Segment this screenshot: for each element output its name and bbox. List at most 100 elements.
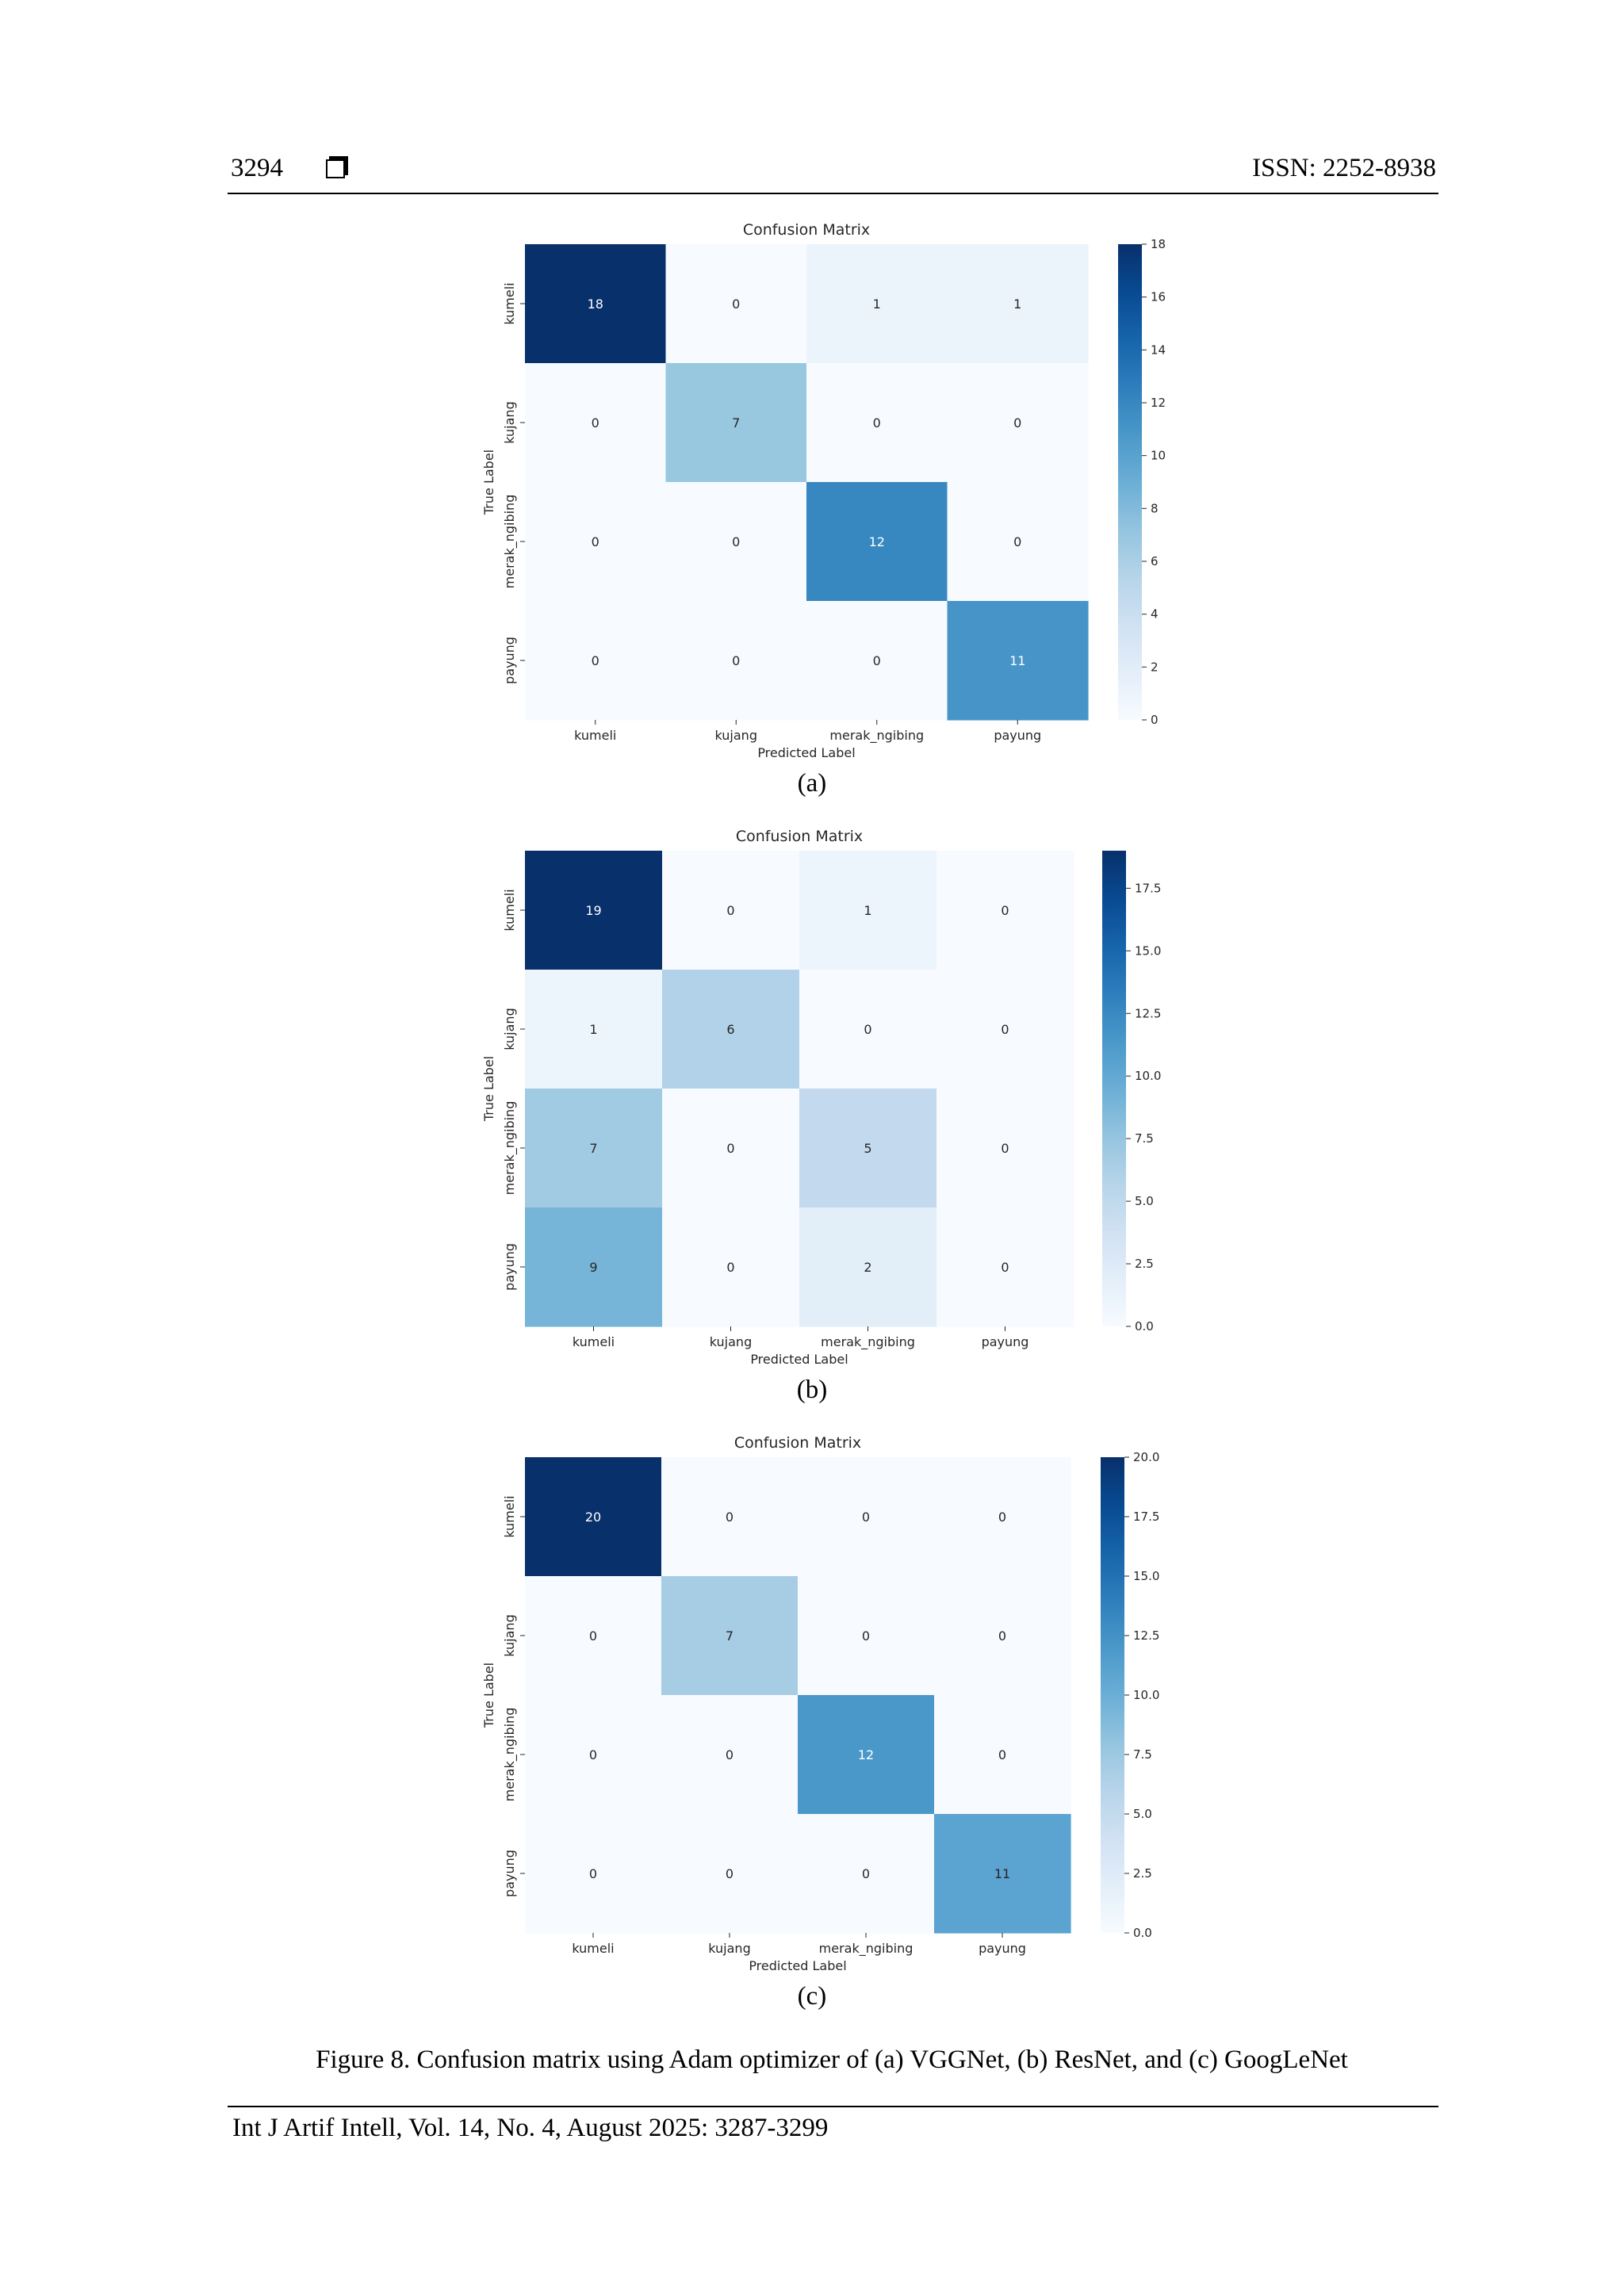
- header-rule: [228, 193, 1438, 194]
- cell-value-label: 0: [873, 653, 881, 668]
- heatmap-cell: [661, 1457, 799, 1577]
- y-tick-label: kujang: [502, 1614, 517, 1656]
- colorbar-tick-label: 2: [1151, 660, 1159, 674]
- heatmap-cell: [806, 244, 948, 364]
- y-tick-label: kujang: [502, 401, 517, 443]
- cell-value-label: 0: [1001, 1022, 1009, 1037]
- x-tick-label: kujang: [710, 1334, 752, 1349]
- chart-title: Confusion Matrix: [734, 1434, 861, 1452]
- heatmap-cell: [662, 851, 800, 970]
- cell-value-label: 0: [726, 1866, 733, 1881]
- cell-value-label: 0: [726, 1510, 733, 1525]
- colorbar: [1101, 1457, 1124, 1933]
- x-tick-label: payung: [994, 728, 1041, 743]
- cell-value-label: 18: [588, 297, 603, 312]
- colorbar-tick-label: 14: [1151, 342, 1166, 357]
- heatmap-cell: [525, 601, 667, 721]
- cell-value-label: 12: [869, 534, 885, 549]
- x-tick-label: payung: [982, 1334, 1029, 1349]
- heatmap-cell: [934, 1695, 1071, 1815]
- x-tick-label: kumeli: [574, 728, 616, 743]
- colorbar-tick-label: 18: [1151, 237, 1166, 251]
- cell-value-label: 1: [864, 903, 871, 918]
- heatmap-cell: [665, 244, 807, 364]
- cell-value-label: 0: [726, 903, 734, 918]
- heatmap-cell: [662, 970, 800, 1089]
- cell-value-label: 0: [592, 534, 599, 549]
- y-axis-label: True Label: [481, 450, 496, 515]
- y-tick-label: kumeli: [502, 282, 517, 324]
- colorbar: [1102, 851, 1126, 1326]
- heatmap-cell: [936, 851, 1074, 970]
- heatmap-cell: [525, 970, 663, 1089]
- colorbar-tick-label: 12.5: [1135, 1006, 1161, 1020]
- x-tick-label: kumeli: [572, 1941, 614, 1956]
- colorbar-tick-label: 8: [1151, 501, 1159, 515]
- colorbar-tick-label: 0.0: [1135, 1319, 1154, 1334]
- y-tick-label: kumeli: [502, 1495, 517, 1537]
- heatmap-cell: [799, 851, 937, 970]
- cell-value-label: 1: [1013, 297, 1021, 312]
- subfigure-label-b: (b): [796, 1376, 828, 1404]
- cell-value-label: 0: [862, 1628, 870, 1644]
- cell-value-label: 7: [589, 1141, 597, 1156]
- colorbar-tick-label: 7.5: [1133, 1747, 1152, 1762]
- heatmap-cell: [798, 1695, 935, 1815]
- cell-value-label: 0: [1001, 1141, 1009, 1156]
- ballot-box-icon: [326, 159, 345, 178]
- cell-value-label: 0: [864, 1022, 871, 1037]
- y-axis-label: True Label: [481, 1056, 496, 1122]
- heatmap-cell: [806, 363, 948, 483]
- heatmap-cell: [661, 1814, 799, 1934]
- confusion-matrix-figure-c: Confusion Matrix 20 0 0 0 0 7 0 0 0 0 12 0 0 0 0 11 kumel…: [460, 1427, 1221, 2006]
- cell-value-label: 0: [726, 1141, 734, 1156]
- cell-value-label: 11: [994, 1866, 1010, 1881]
- page-number: 3294: [231, 154, 283, 182]
- cell-value-label: 7: [726, 1628, 733, 1644]
- heatmap-cell: [665, 601, 807, 721]
- colorbar-tick-label: 10: [1151, 449, 1166, 463]
- confusion-matrix-figure-a: Confusion Matrix 18 0 1 1 0 7 0 0 0 0 12 0 0 0 0 11 kumel…: [460, 214, 1221, 793]
- issn: ISSN: 2252-8938: [1252, 154, 1436, 182]
- heatmap-cell: [525, 1457, 662, 1577]
- heatmap-cell: [661, 1695, 799, 1815]
- heatmap-cell: [661, 1576, 799, 1696]
- cell-value-label: 6: [726, 1022, 734, 1037]
- heatmap-cell: [799, 1207, 937, 1327]
- colorbar-tick-label: 15.0: [1135, 943, 1161, 958]
- colorbar-tick-label: 20.0: [1133, 1450, 1159, 1464]
- y-tick-label: kumeli: [502, 889, 517, 931]
- cell-value-label: 0: [589, 1866, 597, 1881]
- colorbar-tick-label: 7.5: [1135, 1131, 1154, 1146]
- colorbar-tick-label: 17.5: [1135, 881, 1161, 895]
- cell-value-label: 20: [585, 1510, 601, 1525]
- cell-value-label: 0: [873, 415, 881, 430]
- heatmap-cell: [799, 970, 937, 1089]
- heatmap-cell: [798, 1457, 935, 1577]
- cell-value-label: 0: [732, 653, 740, 668]
- cell-value-label: 0: [726, 1747, 733, 1762]
- heatmap-cell: [662, 1207, 800, 1327]
- heatmap-cell: [525, 244, 667, 364]
- colorbar-tick-label: 5.0: [1135, 1194, 1154, 1208]
- heatmap-cell: [665, 482, 807, 602]
- heatmap-cell: [525, 363, 667, 483]
- cell-value-label: 19: [585, 903, 601, 918]
- heatmap-cell: [806, 482, 948, 602]
- x-axis-label: Predicted Label: [750, 1352, 848, 1367]
- cell-value-label: 0: [1013, 415, 1021, 430]
- heatmap-cell: [525, 851, 663, 970]
- cell-value-label: 0: [998, 1628, 1006, 1644]
- heatmap-cell: [799, 1089, 937, 1208]
- y-tick-label: payung: [502, 637, 517, 684]
- heatmap-cell: [934, 1576, 1071, 1696]
- cell-value-label: 0: [592, 415, 599, 430]
- subfigure-label-c: (c): [797, 1982, 827, 2011]
- x-tick-label: merak_ngibing: [821, 1334, 915, 1350]
- heatmap-cell: [525, 482, 667, 602]
- chart-title: Confusion Matrix: [743, 221, 870, 239]
- colorbar-tick-label: 0: [1151, 713, 1159, 727]
- colorbar-tick-label: 4: [1151, 607, 1159, 622]
- cell-value-label: 9: [589, 1260, 597, 1275]
- x-axis-label: Predicted Label: [757, 745, 855, 760]
